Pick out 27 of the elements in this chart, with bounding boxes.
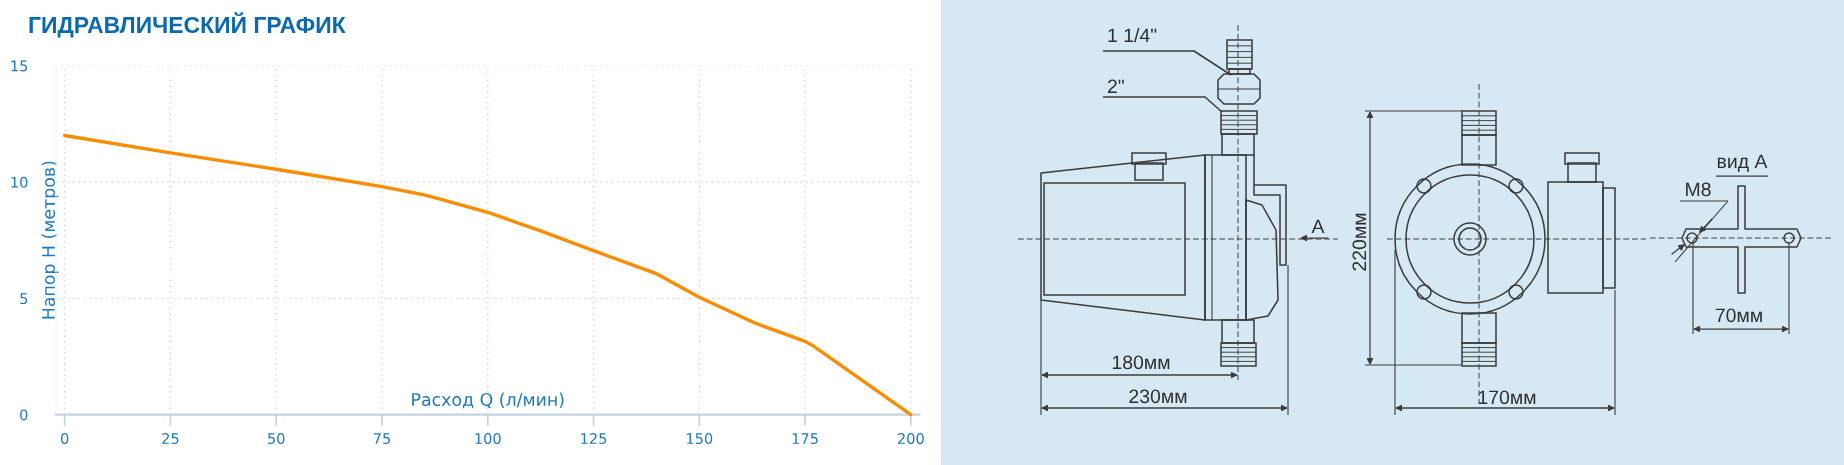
text: M8 xyxy=(1686,182,1711,197)
x-tick-label: 150 xyxy=(686,433,713,445)
text: вид А xyxy=(1717,154,1768,172)
x-axis-title: Расход Q (л/мин) xyxy=(412,392,564,409)
y-tick-label: 15 xyxy=(11,60,28,72)
y-axis-title: Напор H (метров) xyxy=(41,161,59,319)
text: 2" xyxy=(1107,79,1124,94)
text: 220мм xyxy=(1352,213,1367,271)
x-tick-label: 50 xyxy=(268,433,285,445)
x-tick-label: 75 xyxy=(373,433,390,445)
x-tick-label: 25 xyxy=(162,433,179,445)
y-tick-label: 5 xyxy=(20,293,28,305)
x-tick-label: 175 xyxy=(792,433,818,445)
y-tick-label: 0 xyxy=(20,409,28,421)
text: 230мм xyxy=(1129,389,1187,404)
text: 170мм xyxy=(1478,390,1536,405)
text: А xyxy=(1311,219,1325,234)
x-tick-label: 125 xyxy=(581,433,607,445)
y-tick-label: 10 xyxy=(11,176,28,188)
x-tick-label: 200 xyxy=(897,433,924,445)
text: 1 1/4" xyxy=(1108,27,1157,43)
text: 70мм xyxy=(1715,308,1762,323)
line-series xyxy=(62,133,913,417)
x-tick-label: 0 xyxy=(60,433,69,445)
x-tick-label: 100 xyxy=(475,433,501,445)
chart-title: ГИДРАВЛИЧЕСКИЙ ГРАФИК xyxy=(29,12,346,38)
text: 180мм xyxy=(1112,355,1170,370)
